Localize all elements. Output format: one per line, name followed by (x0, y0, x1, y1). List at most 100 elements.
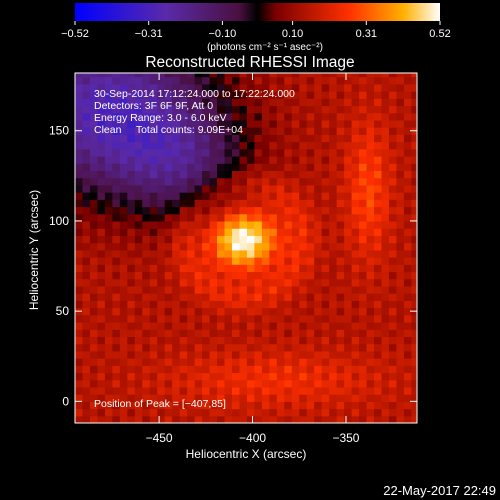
heatmap-cell (119, 257, 128, 265)
heatmap-cell (388, 228, 398, 236)
heatmap-cell (261, 192, 270, 200)
heatmap-cell (127, 365, 136, 374)
heatmap-cell (314, 155, 323, 164)
heatmap-cell (246, 264, 256, 273)
heatmap-cell (119, 220, 128, 229)
heatmap-cell (179, 415, 188, 423)
heatmap-cell (104, 386, 113, 395)
heatmap-cell (224, 83, 233, 92)
heatmap-cell (374, 379, 383, 388)
heatmap-cell (299, 321, 308, 330)
heatmap-cell (179, 119, 188, 128)
heatmap-cell (321, 76, 330, 85)
heatmap-cell (224, 379, 233, 388)
heatmap-cell (321, 307, 330, 316)
heatmap-cell (231, 257, 241, 265)
heatmap-cell (164, 83, 173, 92)
heatmap-cell (329, 98, 338, 107)
heatmap-cell (344, 394, 353, 402)
heatmap-cell (351, 394, 360, 402)
heatmap-cell (187, 257, 196, 265)
heatmap-cell (396, 257, 405, 265)
heatmap-cell (224, 235, 233, 244)
heatmap-cell (403, 314, 412, 323)
heatmap-cell (239, 213, 248, 222)
heatmap-cell (217, 91, 226, 99)
heatmap-cell (202, 155, 211, 164)
heatmap-cell (403, 329, 412, 338)
heatmap-cell (336, 119, 345, 128)
heatmap-cell (403, 249, 412, 258)
heatmap-cell (276, 379, 285, 388)
heatmap-cell (112, 148, 121, 157)
heatmap-cell (276, 170, 285, 179)
heatmap-cell (179, 314, 188, 323)
heatmap-cell (329, 170, 338, 179)
heatmap-cell (411, 184, 417, 193)
timestamp: 22-May-2017 22:49 (383, 483, 496, 498)
heatmap-cell (254, 83, 263, 92)
heatmap-cell (269, 257, 278, 265)
heatmap-cell (299, 372, 308, 381)
heatmap-cell (157, 321, 166, 330)
heatmap-cell (269, 177, 278, 186)
heatmap-cell (344, 213, 353, 222)
heatmap-cell (231, 177, 241, 186)
heatmap-cell (231, 278, 241, 287)
heatmap-cell (344, 300, 353, 309)
heatmap-cell (388, 112, 398, 121)
heatmap-cell (157, 184, 166, 193)
heatmap-cell (209, 184, 218, 193)
heatmap-cell (359, 379, 368, 388)
heatmap-cell (284, 372, 293, 381)
heatmap-cell (179, 213, 188, 222)
heatmap-cell (366, 73, 375, 78)
heatmap-cell (396, 177, 405, 186)
heatmap-cell (336, 163, 345, 172)
heatmap-cell (396, 206, 405, 215)
heatmap-cell (411, 73, 417, 78)
heatmap-cell (127, 386, 136, 395)
heatmap-cell (82, 73, 91, 78)
heatmap-cell (194, 206, 203, 215)
heatmap-cell (224, 401, 233, 410)
heatmap-cell (374, 271, 383, 280)
heatmap-cell (269, 307, 278, 316)
heatmap-cell (89, 358, 99, 366)
heatmap-cell (75, 365, 84, 374)
heatmap-cell (97, 329, 106, 338)
heatmap-cell (306, 257, 315, 265)
heatmap-cell (75, 184, 84, 193)
heatmap-cell (104, 249, 113, 258)
heatmap-cell (217, 119, 226, 128)
heatmap-cell (299, 257, 308, 265)
heatmap-cell (194, 228, 203, 236)
heatmap-cell (217, 105, 226, 114)
heatmap-cell (149, 307, 158, 316)
heatmap-cell (344, 127, 353, 135)
heatmap-cell (344, 105, 353, 114)
heatmap-cell (321, 134, 330, 143)
heatmap-cell (388, 163, 398, 172)
heatmap-cell (388, 148, 398, 157)
heatmap-cell (217, 386, 226, 395)
heatmap-cell (172, 73, 181, 78)
heatmap-cell (82, 365, 91, 374)
heatmap-cell (269, 134, 278, 143)
heatmap-cell (366, 408, 375, 417)
heatmap-cell (149, 220, 158, 229)
heatmap-cell (164, 242, 173, 251)
heatmap-cell (179, 112, 188, 121)
y-tick-label: 150 (49, 124, 69, 138)
heatmap-cell (194, 163, 203, 172)
heatmap-cell (381, 242, 390, 251)
heatmap-cell (224, 394, 233, 402)
heatmap-cell (82, 321, 91, 330)
heatmap-cell (299, 184, 308, 193)
heatmap-cell (306, 271, 315, 280)
heatmap-cell (239, 264, 248, 273)
heatmap-cell (403, 141, 412, 150)
heatmap-cell (112, 105, 121, 114)
heatmap-cell (209, 343, 218, 352)
heatmap-cell (403, 105, 412, 114)
